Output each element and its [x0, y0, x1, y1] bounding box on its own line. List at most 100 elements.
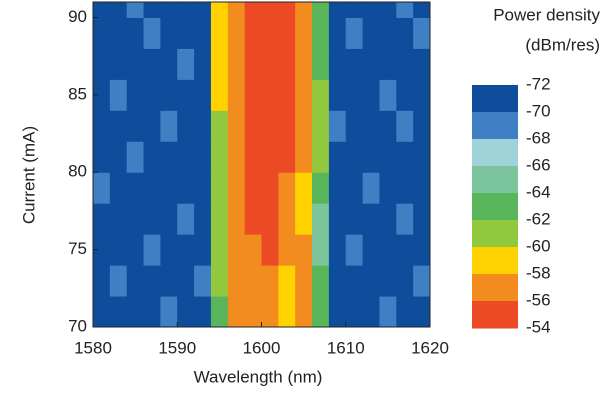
cell [227, 141, 246, 173]
cell [227, 79, 246, 111]
cell [328, 17, 347, 49]
cell [109, 2, 128, 18]
cell [109, 234, 128, 266]
cell [413, 2, 431, 18]
x-tick-label: 1580 [74, 338, 112, 357]
cell [126, 141, 145, 173]
cell [413, 203, 431, 235]
cell [362, 172, 380, 204]
cell [396, 79, 414, 111]
cell [194, 2, 212, 18]
cell [109, 296, 128, 328]
cell [278, 296, 296, 328]
cell [160, 2, 178, 18]
cell [295, 265, 313, 297]
cell [126, 48, 145, 80]
cell [177, 203, 195, 235]
cell [143, 172, 161, 204]
colorbar-title: (dBm/res) [525, 35, 600, 54]
cell [362, 203, 380, 235]
cell [143, 79, 161, 111]
cell [396, 265, 414, 297]
cell [143, 17, 161, 49]
cell [261, 141, 279, 173]
cell [278, 172, 296, 204]
cell [93, 48, 111, 80]
cell [93, 110, 111, 142]
cell [396, 141, 414, 173]
x-tick-label: 1590 [158, 338, 196, 357]
cell [362, 110, 380, 142]
cell [413, 172, 431, 204]
cell [312, 79, 330, 111]
cell [109, 141, 128, 173]
cell [278, 79, 296, 111]
cell [345, 172, 364, 204]
cell [194, 48, 212, 80]
colorbar-label: -72 [526, 74, 551, 93]
cell [328, 265, 347, 297]
cell [362, 265, 380, 297]
x-tick-label: 1610 [327, 338, 365, 357]
colorbar-band [472, 112, 518, 140]
cell [210, 79, 229, 111]
cell [126, 296, 145, 328]
cell [244, 265, 262, 297]
y-tick-label: 85 [68, 84, 87, 103]
cell [244, 141, 262, 173]
cell [143, 234, 161, 266]
cell [379, 265, 397, 297]
cell [328, 296, 347, 328]
cell [328, 110, 347, 142]
colorbar-band [472, 193, 518, 221]
cell [143, 265, 161, 297]
colorbar-label: -54 [526, 317, 551, 336]
cell [227, 203, 246, 235]
cell [93, 234, 111, 266]
cell [194, 141, 212, 173]
cell [312, 141, 330, 173]
cell [194, 296, 212, 328]
cell [328, 79, 347, 111]
cell [261, 48, 279, 80]
cell [244, 48, 262, 80]
colorbar-label: -64 [526, 182, 551, 201]
cell [413, 17, 431, 49]
cell [194, 203, 212, 235]
cell [160, 110, 178, 142]
cell [227, 2, 246, 18]
cell [93, 203, 111, 235]
cell [312, 203, 330, 235]
cell [345, 79, 364, 111]
colorbar-label: -70 [526, 101, 551, 120]
cell [396, 234, 414, 266]
y-tick-label: 80 [68, 162, 87, 181]
cell [93, 17, 111, 49]
x-axis-label: Wavelength (nm) [194, 367, 323, 386]
cell [109, 79, 128, 111]
cell [312, 234, 330, 266]
cell [194, 265, 212, 297]
cell [345, 203, 364, 235]
cell [177, 17, 195, 49]
cell [261, 172, 279, 204]
cell [244, 172, 262, 204]
cell [312, 296, 330, 328]
cell [177, 172, 195, 204]
cell [227, 110, 246, 142]
cell [328, 234, 347, 266]
cell [312, 2, 330, 18]
y-axis-label: Current (mA) [19, 126, 38, 224]
colorbar-band [472, 274, 518, 302]
cell [379, 234, 397, 266]
y-tick-label: 75 [68, 239, 87, 258]
cell [210, 203, 229, 235]
colorbar-band [472, 220, 518, 248]
cell [261, 265, 279, 297]
cell [312, 172, 330, 204]
cell [261, 110, 279, 142]
cell [295, 110, 313, 142]
cell [194, 234, 212, 266]
cell [261, 2, 279, 18]
cell [177, 79, 195, 111]
